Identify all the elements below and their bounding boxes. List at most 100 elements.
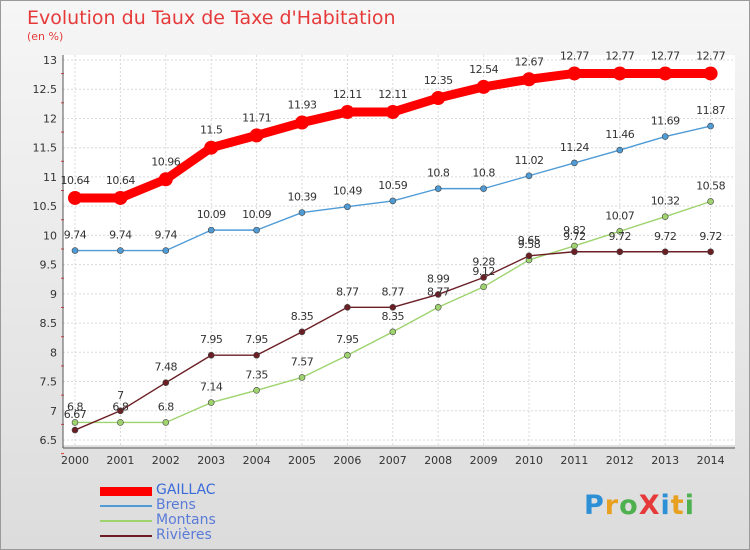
logo-letter: P <box>584 490 605 521</box>
x-tick-label: 2014 <box>697 454 725 467</box>
data-point <box>616 248 624 256</box>
data-label: 7.57 <box>291 355 314 368</box>
data-point <box>158 172 173 187</box>
data-label: 12.35 <box>424 74 453 87</box>
data-point <box>207 399 215 406</box>
data-point <box>117 247 124 254</box>
data-point <box>434 185 442 192</box>
data-point <box>253 226 260 234</box>
x-tick-label: 2012 <box>606 454 634 467</box>
data-point <box>253 387 260 394</box>
x-tick-label: 2003 <box>197 454 225 467</box>
data-label: 11.5 <box>200 124 223 137</box>
logo-letter: i <box>660 490 671 521</box>
data-point <box>162 379 170 387</box>
data-point <box>389 303 397 311</box>
data-label: 12.11 <box>378 88 407 101</box>
data-label: 9.72 <box>654 230 677 243</box>
data-label: 9.12 <box>472 265 495 278</box>
data-label: 9.72 <box>609 230 632 243</box>
data-label: 10.39 <box>288 191 317 204</box>
x-tick-label: 2000 <box>61 454 89 467</box>
data-label: 11.02 <box>515 154 544 167</box>
x-tick-label: 2001 <box>106 454 134 467</box>
data-label: 10.09 <box>242 208 271 221</box>
data-label: 10.58 <box>696 179 725 192</box>
data-point <box>249 128 264 143</box>
data-label: 11.46 <box>605 128 634 141</box>
y-tick-label: 6.5 <box>40 434 58 447</box>
logo-letter: t <box>670 490 685 521</box>
data-label: 6.67 <box>64 408 87 421</box>
x-tick-label: 2013 <box>651 454 679 467</box>
data-point <box>71 419 79 426</box>
data-point <box>480 185 487 192</box>
y-tick-label: 13 <box>43 54 57 67</box>
data-point <box>253 351 260 359</box>
data-label: 10.59 <box>378 179 407 192</box>
data-point <box>204 140 219 155</box>
legend-label: Rivières <box>156 527 212 543</box>
data-point <box>658 66 673 81</box>
data-label: 10.32 <box>651 195 680 208</box>
data-label: 10.49 <box>333 185 362 198</box>
data-label: 9.74 <box>64 229 87 242</box>
y-tick-label: 7 <box>50 405 57 418</box>
data-point <box>431 91 446 105</box>
logo-letter: r <box>604 490 620 521</box>
data-point <box>612 66 627 81</box>
x-tick-label: 2007 <box>379 454 407 467</box>
data-point <box>616 146 624 154</box>
legend-swatch <box>100 505 152 507</box>
data-label: 10.64 <box>106 174 135 187</box>
data-point <box>298 328 306 336</box>
data-point <box>162 419 170 426</box>
data-point <box>703 66 718 81</box>
data-label: 8.35 <box>291 310 314 323</box>
x-tick-label: 2005 <box>288 454 316 467</box>
chart-unit: (en %) <box>27 30 64 43</box>
data-point <box>567 66 582 81</box>
data-label: 10.8 <box>427 167 450 180</box>
data-label: 8.35 <box>382 310 405 323</box>
data-label: 12.54 <box>469 63 498 76</box>
data-point <box>480 274 487 281</box>
data-label: 10.96 <box>151 155 180 168</box>
data-point <box>344 351 351 359</box>
data-point <box>207 226 215 234</box>
y-tick-label: 9.5 <box>40 259 58 272</box>
data-point <box>162 247 170 254</box>
data-label: 10.64 <box>61 174 90 187</box>
data-point <box>298 374 306 381</box>
data-label: 12.77 <box>560 49 589 62</box>
y-tick-label: 12.5 <box>33 83 58 96</box>
data-point <box>434 291 442 298</box>
data-point <box>661 133 669 140</box>
data-label: 7.95 <box>245 333 268 346</box>
legend-label: Montans <box>156 512 216 528</box>
data-point <box>661 213 669 220</box>
y-tick-label: 8.5 <box>40 317 58 330</box>
x-tick-label: 2008 <box>424 454 452 467</box>
data-label: 7.48 <box>155 361 178 374</box>
chart-title: Evolution du Taux de Taxe d'Habitation <box>27 7 396 29</box>
data-point <box>522 72 536 87</box>
legend-swatch <box>100 486 152 496</box>
legend-swatch <box>100 520 152 522</box>
data-point <box>113 190 128 205</box>
data-point <box>476 79 491 94</box>
data-label: 9.58 <box>518 238 541 251</box>
logo-letter: i <box>684 490 695 521</box>
data-point <box>571 248 578 256</box>
data-point <box>340 105 355 120</box>
y-tick-label: 10.5 <box>33 200 58 213</box>
data-label: 12.77 <box>651 49 680 62</box>
data-point <box>616 227 624 235</box>
proxiti-logo: ProXiti <box>584 490 695 521</box>
y-tick-label: 8 <box>50 346 57 359</box>
data-label: 12.77 <box>696 49 725 62</box>
data-point <box>295 115 309 130</box>
data-label: 10.8 <box>472 167 495 180</box>
data-label: 11.69 <box>651 115 680 128</box>
